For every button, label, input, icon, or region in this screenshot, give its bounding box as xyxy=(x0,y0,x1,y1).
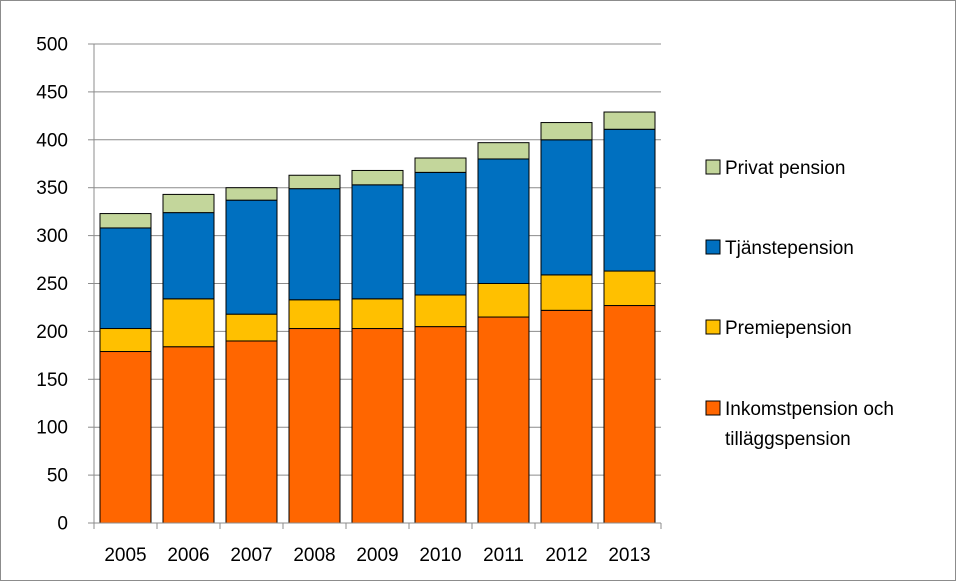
legend-label: Inkomstpension och xyxy=(725,399,894,420)
bar-segment xyxy=(477,142,530,160)
y-tick-label: 200 xyxy=(36,322,68,343)
y-tick-label: 250 xyxy=(36,274,68,295)
bar-segment xyxy=(540,274,593,311)
x-tick-label: 2008 xyxy=(293,545,335,566)
bar-segment xyxy=(99,227,152,330)
x-tick-label: 2011 xyxy=(483,545,524,566)
bar-segment xyxy=(351,298,404,330)
x-tick-labels: 2005 2006 2007 2008 2009 2010 2011 2012 2013 xyxy=(104,545,650,566)
x-tick-label: 2010 xyxy=(419,545,461,566)
bar-segment xyxy=(288,299,341,330)
bar-segment xyxy=(99,328,152,353)
legend-label: Tjänstepension xyxy=(725,238,854,259)
legend-item: Privat pension xyxy=(705,158,845,179)
x-tick-label: 2012 xyxy=(545,545,587,566)
legend-label: tilläggspension xyxy=(725,429,851,450)
y-tick-label: 400 xyxy=(36,130,68,151)
legend-label: Privat pension xyxy=(725,158,845,179)
bar-segment xyxy=(477,283,530,318)
y-tick-label: 0 xyxy=(57,514,68,535)
legend-label: Premiepension xyxy=(725,318,852,339)
bar-segment xyxy=(603,128,656,272)
bar-segment xyxy=(540,122,593,141)
x-tick-label: 2013 xyxy=(608,545,650,566)
bar-segment xyxy=(477,316,530,524)
bar-segment xyxy=(540,139,593,276)
legend-swatch xyxy=(705,159,721,175)
legend-item: Premiepension xyxy=(705,318,852,339)
y-tick-label: 450 xyxy=(36,82,68,103)
legend-swatch xyxy=(705,319,721,335)
y-tick-label: 350 xyxy=(36,178,68,199)
y-tick-labels: 0 50 100 150 200 250 300 350 400 450 500 xyxy=(36,35,68,535)
bar-segment xyxy=(162,212,215,300)
bar-segment xyxy=(225,199,278,315)
y-tick-label: 150 xyxy=(36,370,68,391)
bar-segment xyxy=(477,158,530,285)
bar-segment xyxy=(288,328,341,524)
legend-item: Tjänstepension xyxy=(705,238,854,259)
bar-segment xyxy=(225,187,278,201)
axes xyxy=(88,43,662,529)
bar-segment xyxy=(162,346,215,524)
bar-segment xyxy=(351,169,404,186)
y-tick-label: 100 xyxy=(36,418,68,439)
legend-item: Inkomstpension och tilläggspension xyxy=(705,399,894,450)
bar-segment xyxy=(351,328,404,524)
bar-segment xyxy=(603,270,656,307)
bar-segment xyxy=(603,111,656,130)
x-tick-label: 2007 xyxy=(230,545,272,566)
bar-segment xyxy=(99,351,152,524)
bar-segment xyxy=(603,305,656,524)
x-tick-label: 2009 xyxy=(356,545,398,566)
y-tick-label: 300 xyxy=(36,226,68,247)
bar-segment xyxy=(99,213,152,229)
legend-swatch xyxy=(705,239,721,255)
bar-segment xyxy=(351,184,404,300)
bars xyxy=(99,111,656,524)
legend: Privat pension Tjänstepension Premiepensio… xyxy=(705,158,894,450)
bar-segment xyxy=(225,340,278,524)
bar-segment xyxy=(162,298,215,348)
bar-segment xyxy=(414,171,467,296)
x-tick-label: 2006 xyxy=(167,545,209,566)
y-tick-label: 500 xyxy=(36,35,68,56)
y-tick-label: 50 xyxy=(47,466,68,487)
legend-swatch xyxy=(705,400,721,416)
bar-segment xyxy=(414,157,467,173)
bar-segment xyxy=(288,188,341,301)
bar-segment xyxy=(162,193,215,214)
bar-segment xyxy=(225,313,278,342)
bar-segment xyxy=(414,294,467,328)
bar-segment xyxy=(288,174,341,190)
x-tick-label: 2005 xyxy=(104,545,146,566)
bar-segment xyxy=(414,326,467,524)
bar-segment xyxy=(540,309,593,524)
